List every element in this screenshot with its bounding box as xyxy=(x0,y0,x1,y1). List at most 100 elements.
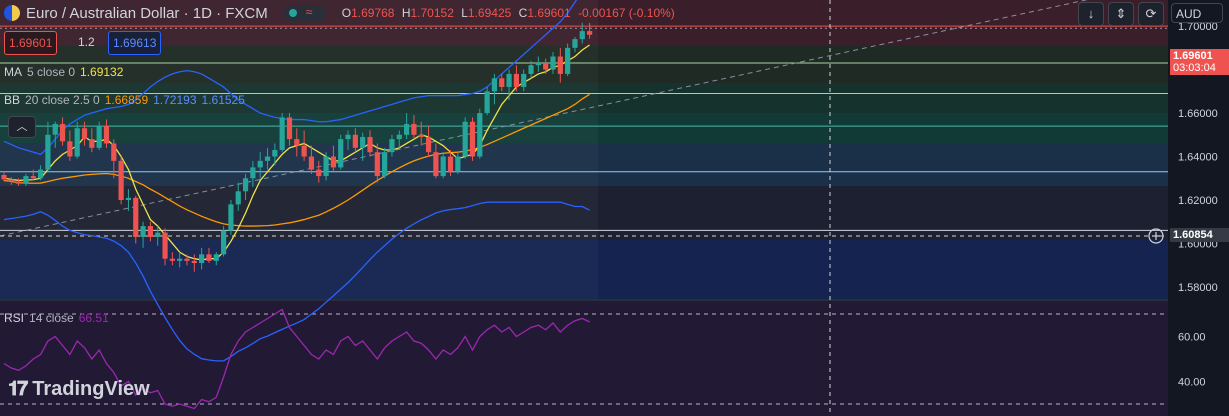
rsi-legend[interactable]: RSI 14 close 66.51 xyxy=(4,311,114,325)
candle-body xyxy=(557,56,563,74)
rsi-params: 14 close xyxy=(29,311,74,325)
candle-body xyxy=(579,31,585,40)
bb-params: 20 close 2.5 0 xyxy=(25,93,100,107)
last-price-value: 1.69601 xyxy=(1173,50,1213,62)
candle-body xyxy=(499,78,505,87)
reset-chart-button[interactable]: ⟳ xyxy=(1138,2,1164,26)
y-tick-label: 1.70000 xyxy=(1178,21,1218,33)
candle-body xyxy=(521,73,527,87)
ma-params: 5 close 0 xyxy=(27,65,76,79)
candle-body xyxy=(433,152,439,177)
band-3 xyxy=(0,113,1168,143)
candle-body xyxy=(140,226,146,237)
candle-body xyxy=(382,152,388,177)
candle-body xyxy=(38,169,44,179)
sell-button[interactable]: 1.69601 xyxy=(4,31,58,55)
bb-basis-value: 1.66859 xyxy=(104,93,149,107)
last-price-tag: 1.69601 03:03:04 xyxy=(1170,49,1229,75)
bb-label: BB xyxy=(4,93,21,107)
tradingview-logo[interactable]: 𝟏𝟕 TradingView xyxy=(8,378,150,401)
ohlc-readout: O1.69768 H1.70152 L1.69425 C1.69601 -0.0… xyxy=(342,6,675,20)
candle-body xyxy=(389,139,395,153)
candle-body xyxy=(418,134,424,137)
candle-body xyxy=(272,150,278,157)
candle-body xyxy=(147,226,153,237)
candle-body xyxy=(191,260,197,264)
rsi-line xyxy=(3,308,590,410)
candle-body xyxy=(425,136,432,153)
candle-body xyxy=(565,47,571,74)
currency-selector[interactable]: AUD xyxy=(1171,3,1223,23)
buy-button[interactable]: 1.69613 xyxy=(108,31,162,55)
candle-body xyxy=(455,156,461,172)
candle-body xyxy=(228,204,234,231)
candle-body xyxy=(257,160,263,168)
candle-body xyxy=(111,143,117,161)
candle-body xyxy=(155,232,161,237)
rsi-tick-label: 60.00 xyxy=(1178,332,1206,344)
candle-body xyxy=(528,65,534,74)
candle-body xyxy=(264,156,271,161)
close-value: 1.69601 xyxy=(527,6,571,20)
bb-legend[interactable]: BB 20 close 2.5 0 1.66859 1.72193 1.61525 xyxy=(4,93,250,107)
collapse-arrows-icon: ⇕ xyxy=(1115,6,1127,21)
rsi-polyline xyxy=(3,308,590,410)
rsi-pane-bg xyxy=(0,300,1168,416)
candle-body xyxy=(118,160,124,200)
candle-body xyxy=(8,179,14,182)
ma-legend[interactable]: MA 5 close 0 1.69132 xyxy=(4,65,128,79)
candle-body xyxy=(133,197,139,237)
market-status-icon[interactable]: ≈ xyxy=(283,5,326,21)
y-tick-label: 1.62000 xyxy=(1178,195,1218,207)
refresh-icon: ⟳ xyxy=(1145,6,1157,21)
candle-body xyxy=(23,176,29,184)
candle-body xyxy=(367,136,373,153)
candle-body xyxy=(279,117,285,150)
candle-body xyxy=(484,91,490,114)
y-tick-label: 1.58000 xyxy=(1178,282,1218,294)
candle-body xyxy=(59,123,66,142)
add-alert-icon[interactable] xyxy=(1148,228,1164,244)
candle-body xyxy=(543,63,549,70)
chevron-up-icon: ︿ xyxy=(16,121,28,133)
candle-body xyxy=(462,121,468,157)
reference-levels xyxy=(0,25,1168,231)
low-label: L xyxy=(461,6,468,20)
arrow-down-icon: ↓ xyxy=(1087,6,1095,21)
candle-body xyxy=(177,258,183,261)
ma-value: 1.69132 xyxy=(80,65,124,79)
symbol-title[interactable]: Euro / Australian Dollar · 1D · FXCM xyxy=(26,4,268,22)
candle-body xyxy=(535,63,541,66)
open-label: O xyxy=(341,6,352,20)
bb-basis-line xyxy=(3,93,590,227)
candle-body xyxy=(587,31,593,35)
tradingview-logo-text: TradingView xyxy=(32,378,150,400)
y-tick-label: 1.66000 xyxy=(1178,108,1218,120)
fullscreen-toggle-button[interactable]: ⇕ xyxy=(1108,2,1134,26)
candle-body xyxy=(477,113,483,157)
symbol-icon xyxy=(4,5,20,21)
close-label: C xyxy=(518,6,528,20)
low-value: 1.69425 xyxy=(467,6,512,20)
candle-body xyxy=(491,78,498,92)
rsi-tick-label: 40.00 xyxy=(1178,377,1206,389)
candle-body xyxy=(352,134,358,148)
candle-body xyxy=(360,136,366,148)
candle-body xyxy=(81,128,88,140)
scroll-to-latest-button[interactable]: ↓ xyxy=(1078,2,1104,26)
candle-body xyxy=(301,145,307,157)
collapse-legend-button[interactable]: ︿ xyxy=(8,116,36,138)
rsi-value: 66.51 xyxy=(78,311,109,325)
chart-header: Euro / Australian Dollar · 1D · FXCM ≈ O… xyxy=(4,0,675,26)
candle-body xyxy=(316,169,322,177)
candle-body xyxy=(323,156,329,177)
ma-label: MA xyxy=(4,65,22,79)
candle-body xyxy=(74,128,80,157)
candle-body xyxy=(330,156,336,168)
candle-body xyxy=(345,134,351,140)
high-value: 1.70152 xyxy=(410,6,454,20)
candle-body xyxy=(242,178,249,192)
candle-body xyxy=(206,254,212,261)
candle-body xyxy=(250,167,256,179)
